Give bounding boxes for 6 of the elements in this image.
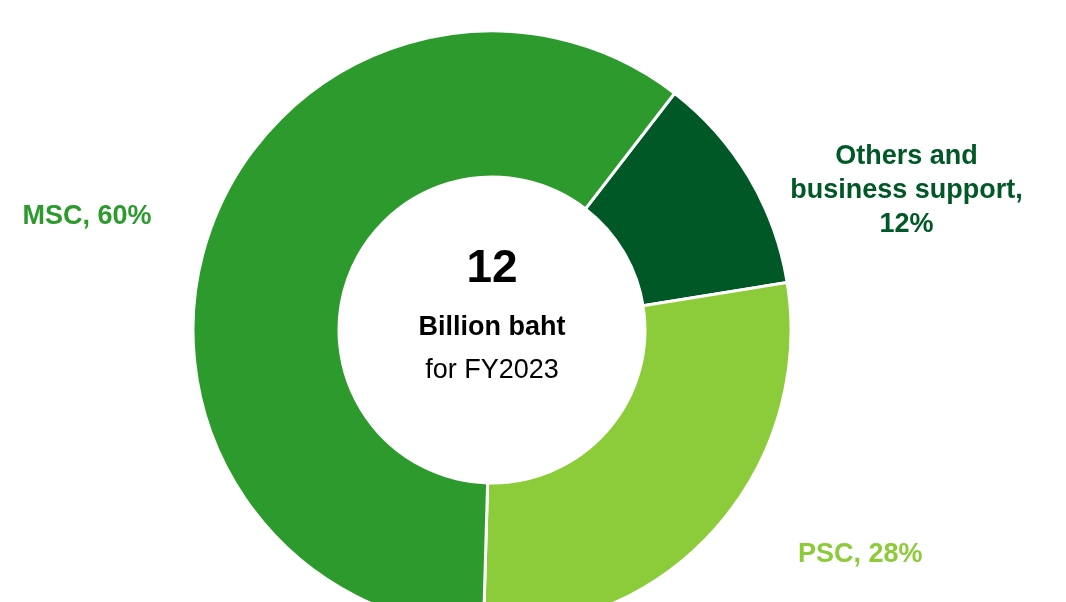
slice-label: Others and business support, 12% xyxy=(790,140,1023,239)
text: Billion baht xyxy=(418,311,566,341)
text: 12 xyxy=(466,240,518,292)
text: for FY2023 xyxy=(425,354,559,384)
slice-label: MSC, 60% xyxy=(22,199,152,230)
slice-label: PSC, 28% xyxy=(798,538,923,569)
